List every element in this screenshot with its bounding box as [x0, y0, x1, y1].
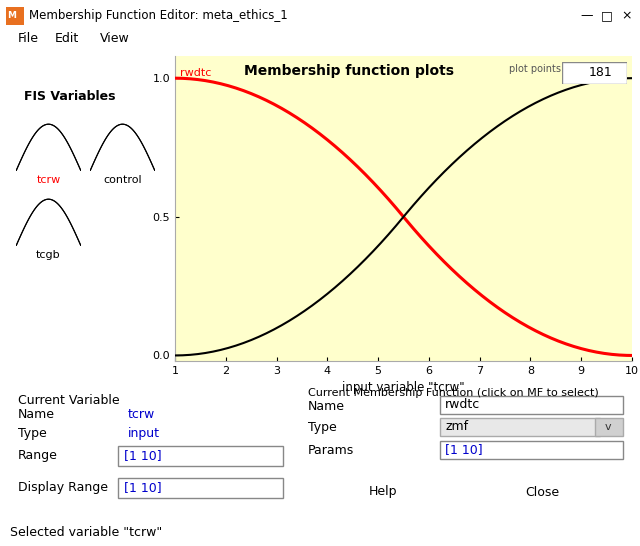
X-axis label: input variable "tcrw": input variable "tcrw"	[342, 382, 465, 394]
Text: □: □	[601, 9, 613, 22]
Text: Current Variable: Current Variable	[18, 394, 120, 407]
Text: [1 10]: [1 10]	[124, 482, 162, 495]
Text: [1 10]: [1 10]	[445, 443, 483, 456]
Text: tcgb: tcgb	[36, 250, 61, 260]
Text: tcrw: tcrw	[128, 407, 156, 420]
Text: input: input	[128, 428, 160, 441]
Text: [1 10]: [1 10]	[124, 449, 162, 462]
Text: View: View	[100, 33, 130, 45]
Text: v: v	[605, 422, 611, 432]
Text: Edit: Edit	[55, 33, 79, 45]
Bar	[440, 441, 623, 459]
Bar	[440, 418, 600, 436]
Bar	[118, 446, 283, 466]
Text: control: control	[103, 175, 142, 185]
Text: Display Range: Display Range	[18, 482, 108, 495]
Bar	[595, 418, 623, 436]
Text: Type: Type	[18, 428, 47, 441]
Text: FIS Variables: FIS Variables	[24, 90, 115, 103]
Text: Close: Close	[525, 485, 559, 498]
Text: zmf: zmf	[445, 420, 468, 434]
Text: Help: Help	[368, 485, 397, 498]
Text: Params: Params	[308, 444, 355, 458]
Bar	[6, 7, 24, 25]
Text: —: —	[580, 9, 593, 22]
Text: Name: Name	[308, 400, 345, 412]
Text: Current Membership Function (click on MF to select): Current Membership Function (click on MF…	[308, 388, 599, 398]
Text: tcrw: tcrw	[36, 175, 61, 185]
Text: Membership function plots: Membership function plots	[244, 64, 454, 78]
Text: Membership Function Editor: meta_ethics_1: Membership Function Editor: meta_ethics_…	[29, 9, 288, 22]
Text: 181: 181	[589, 67, 613, 80]
Text: rwdtc: rwdtc	[445, 399, 480, 412]
Text: Name: Name	[18, 407, 55, 420]
Text: plot points:: plot points:	[509, 64, 564, 74]
Text: rwtc: rwtc	[603, 68, 627, 78]
Text: Selected variable "tcrw": Selected variable "tcrw"	[10, 525, 163, 538]
Text: Type: Type	[308, 422, 337, 435]
Text: M: M	[7, 11, 16, 21]
Bar	[118, 478, 283, 498]
Text: ×: ×	[621, 9, 632, 22]
Text: Range: Range	[18, 449, 58, 462]
Text: File: File	[18, 33, 39, 45]
Bar	[440, 396, 623, 414]
Text: rwdtc: rwdtc	[180, 68, 211, 78]
